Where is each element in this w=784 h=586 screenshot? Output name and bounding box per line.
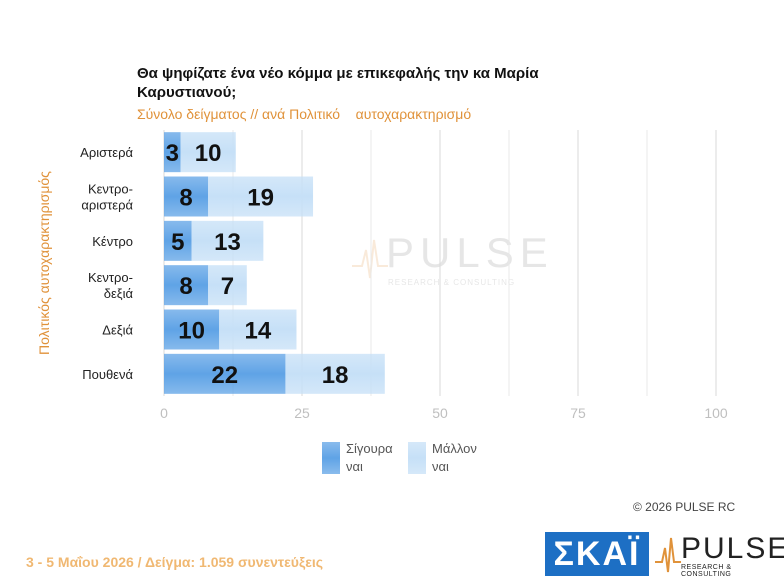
- legend-label-probably-yes: Μάλλον ναι: [432, 440, 512, 476]
- legend-swatch-probably-yes: [408, 442, 426, 474]
- watermark-sub: RESEARCH & CONSULTING: [388, 278, 516, 287]
- legend-line: ναι: [432, 459, 449, 474]
- category-label: Κέντρο: [92, 234, 133, 249]
- copyright: © 2026 PULSE RC: [633, 500, 736, 514]
- category-label-line: δεξιά: [104, 286, 134, 301]
- category-label: Αριστερά: [80, 145, 133, 160]
- category-label-line: Αριστερά: [80, 145, 133, 160]
- category-label-line: Δεξιά: [102, 323, 133, 338]
- data-label: 5: [171, 229, 184, 256]
- bar-segment-probably-yes: [219, 309, 297, 350]
- pulse-logo-name: PULSE: [681, 532, 784, 565]
- legend-line: Σίγουρα: [346, 441, 393, 456]
- watermark-name: PULSE: [386, 229, 554, 276]
- bar-segment-probably-yes: [208, 265, 247, 306]
- data-label: 22: [211, 362, 238, 389]
- legend-line: Μάλλον: [432, 441, 477, 456]
- data-label: 8: [179, 185, 192, 212]
- data-label: 13: [214, 229, 241, 256]
- stacked-bar-chart: 0 25 50 75 100 3 10 Αριστερά 8 19 Κεντρο-αριστερά 5…: [80, 130, 728, 421]
- chart-title: Θα ψηφίζατε ένα νέο κόμμα με επικεφαλής …: [137, 65, 539, 101]
- bar-segment-probably-yes: [180, 132, 236, 173]
- pulse-logo-sub: RESEARCH & CONSULTING: [681, 564, 732, 578]
- bar-segment-probably-yes: [285, 353, 385, 394]
- category-label: Κεντρο-δεξιά: [88, 270, 134, 301]
- data-label: 10: [195, 140, 222, 167]
- footer-sample-info: 3 - 5 Μαΐου 2026 / Δείγμα: 1.059 συνεντε…: [26, 554, 324, 570]
- category-label-line: Πουθενά: [82, 367, 133, 382]
- category-label-line: Κεντρο-: [88, 270, 133, 285]
- skai-logo-text: ΣΚΑΪ: [553, 535, 641, 573]
- data-label: 7: [221, 273, 234, 300]
- bar-segment-definitely-yes: [164, 132, 181, 173]
- data-label: 10: [178, 318, 205, 345]
- data-label: 3: [166, 140, 179, 167]
- bar-segment-definitely-yes: [164, 353, 286, 394]
- category-label-line: αριστερά: [81, 198, 133, 213]
- category-label: Δεξιά: [102, 323, 133, 338]
- x-tick-label: 0: [160, 405, 168, 421]
- legend-swatch-definitely-yes: [322, 442, 340, 474]
- chart-subtitle: Σύνολο δείγματος // ανά Πολιτικό αυτοχαρ…: [137, 106, 472, 122]
- data-label: 18: [322, 362, 349, 389]
- category-label: Πουθενά: [82, 367, 133, 382]
- legend-label-definitely-yes: Σίγουρα ναι: [346, 440, 426, 476]
- x-tick-label: 25: [294, 405, 310, 421]
- pulse-logo-wave-icon: [655, 537, 681, 573]
- legend-line: ναι: [346, 459, 363, 474]
- data-label: 19: [247, 185, 274, 212]
- x-tick-label: 75: [570, 405, 586, 421]
- skai-logo: ΣΚΑΪ: [545, 532, 649, 576]
- bar-segment-definitely-yes: [164, 176, 209, 217]
- x-tick-label: 50: [432, 405, 448, 421]
- bar-segment-definitely-yes: [164, 309, 220, 350]
- category-label: Κεντρο-αριστερά: [81, 182, 133, 213]
- bar-segment-probably-yes: [191, 220, 264, 261]
- pulse-logo: PULSE RESEARCH & CONSULTING: [655, 532, 784, 578]
- data-label: 8: [179, 273, 192, 300]
- bar-segment-definitely-yes: [164, 265, 209, 306]
- bar-segment-probably-yes: [208, 176, 314, 217]
- pulse-wave-icon: [352, 239, 388, 279]
- pulse-watermark: PULSE RESEARCH & CONSULTING: [352, 230, 548, 287]
- category-label-line: Κεντρο-: [88, 182, 133, 197]
- data-label: 14: [244, 318, 271, 345]
- bar-segment-definitely-yes: [164, 220, 192, 261]
- x-tick-label: 100: [704, 405, 728, 421]
- category-label-line: Κέντρο: [92, 234, 133, 249]
